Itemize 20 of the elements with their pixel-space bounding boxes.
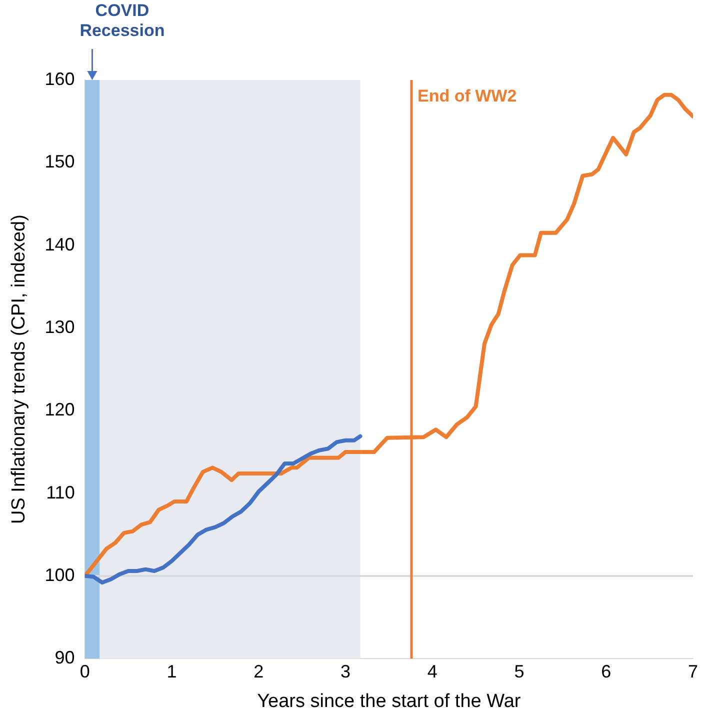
x-axis-title: Years since the start of the War bbox=[257, 690, 522, 712]
y-tick-label: 130 bbox=[44, 316, 75, 337]
y-axis-title: US Inflationary trends (CPI, indexed) bbox=[8, 214, 30, 524]
x-tick-label: 7 bbox=[688, 661, 698, 682]
y-tick-label: 100 bbox=[44, 564, 75, 585]
y-tick-label: 90 bbox=[54, 648, 75, 668]
x-tick-label: 3 bbox=[340, 661, 350, 682]
band-label: COVID Recession bbox=[80, 1, 165, 40]
x-tick-label: 6 bbox=[601, 661, 612, 682]
y-tick-label: 160 bbox=[44, 68, 75, 89]
x-tick-label: 0 bbox=[80, 661, 90, 682]
x-tick-label: 4 bbox=[427, 661, 438, 682]
y-tick-label: 110 bbox=[46, 482, 75, 502]
ref-line-label: End of WW2 bbox=[418, 86, 517, 106]
x-tick-label: 5 bbox=[514, 661, 524, 682]
x-tick-label: 2 bbox=[254, 661, 264, 682]
y-tick-label: 150 bbox=[44, 152, 75, 172]
y-tick-label: 140 bbox=[44, 234, 75, 254]
y-tick-label: 120 bbox=[44, 400, 75, 420]
x-tick-label: 1 bbox=[166, 661, 177, 682]
